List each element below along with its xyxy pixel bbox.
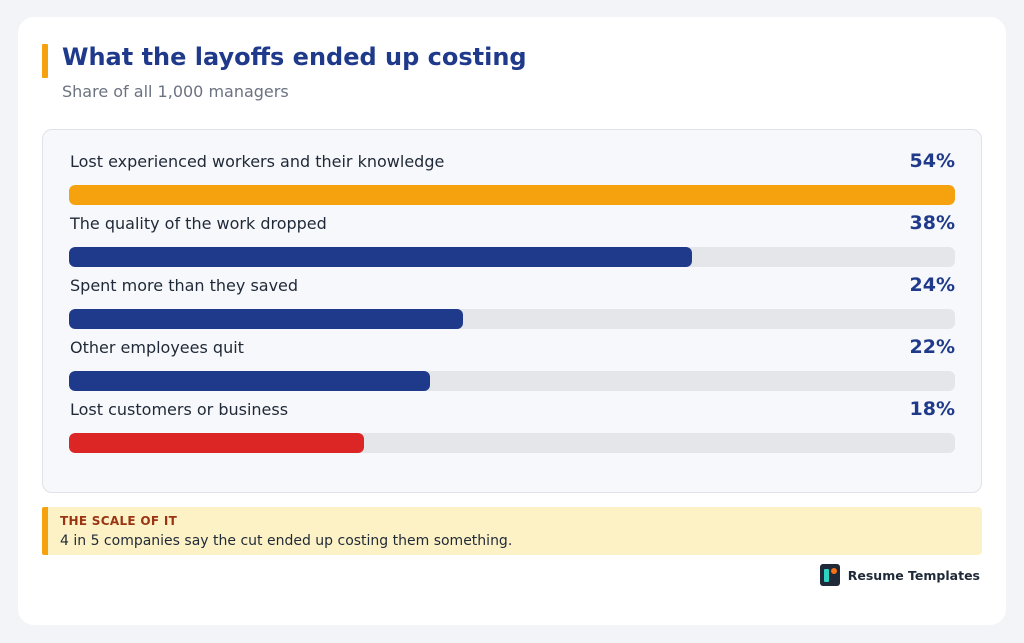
- bar-value-label: 54%: [909, 150, 955, 172]
- bar-value-label: 18%: [909, 398, 955, 420]
- bar-track: [69, 433, 955, 453]
- callout-accent-bar: [42, 507, 48, 555]
- chart-title: What the layoffs ended up costing: [62, 43, 527, 71]
- bar-label: Spent more than they saved: [70, 276, 299, 295]
- bar-value-label: 38%: [909, 212, 955, 234]
- bar-row: Other employees quit 22%: [69, 336, 955, 394]
- bar-track: [69, 247, 955, 267]
- brand: Resume Templates: [819, 564, 980, 586]
- bar-label: Other employees quit: [70, 338, 244, 357]
- bar: [69, 433, 365, 453]
- scale-callout: THE SCALE OF IT 4 in 5 companies say the…: [42, 507, 982, 555]
- bar-value-label: 22%: [909, 336, 955, 358]
- bar: [69, 309, 463, 329]
- bar-label: The quality of the work dropped: [70, 214, 327, 233]
- title-accent-bar: [42, 44, 48, 78]
- bar-track: [69, 185, 955, 205]
- bar-label: Lost experienced workers and their knowl…: [70, 152, 445, 171]
- bar: [69, 247, 693, 267]
- callout-text: 4 in 5 companies say the cut ended up co…: [60, 533, 513, 549]
- bar: [69, 185, 955, 205]
- bar-label: Lost customers or business: [70, 400, 289, 419]
- bar-track: [69, 371, 955, 391]
- bar-value-label: 24%: [909, 274, 955, 296]
- bar-row: The quality of the work dropped 38%: [69, 212, 955, 270]
- chart-subtitle: Share of all 1,000 managers: [62, 82, 289, 101]
- bar-track: [69, 309, 955, 329]
- bar-row: Spent more than they saved 24%: [69, 274, 955, 332]
- chart-card: What the layoffs ended up costing Share …: [18, 17, 1006, 625]
- bar-row: Lost experienced workers and their knowl…: [69, 150, 955, 208]
- brand-name: Resume Templates: [847, 567, 980, 583]
- callout-heading: THE SCALE OF IT: [60, 514, 178, 528]
- resume-templates-logo-icon: [819, 564, 840, 586]
- bar: [69, 371, 430, 391]
- bar-chart-panel: Lost experienced workers and their knowl…: [42, 129, 982, 493]
- bar-row: Lost customers or business 18%: [69, 398, 955, 456]
